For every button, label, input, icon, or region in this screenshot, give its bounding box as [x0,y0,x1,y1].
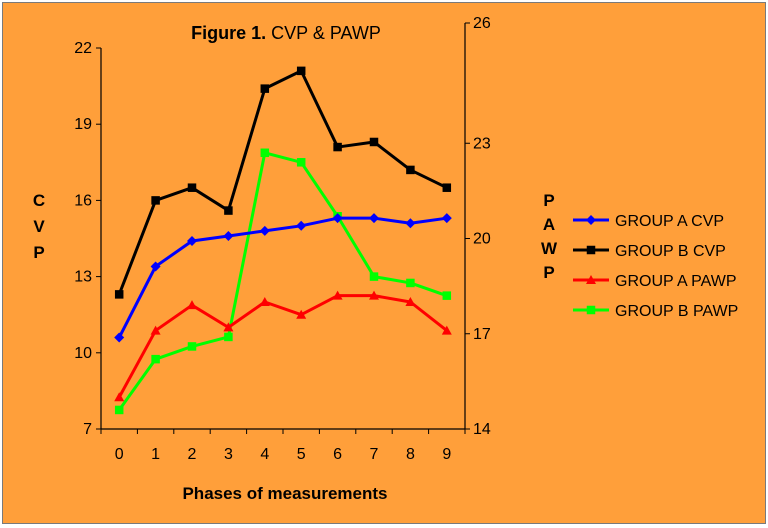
series-group-a-pawp [114,290,452,402]
legend-entry-group-b-pawp: GROUP B PAWP [573,303,738,320]
data-point-group-a-cvp [187,236,197,247]
data-point-group-a-cvp [332,213,343,224]
right-tick-label: 17 [473,326,491,343]
legend-label: GROUP A CVP [615,213,724,230]
data-point-group-a-pawp [187,300,197,310]
legend-swatch-marker [586,275,596,284]
series-line-group-b-pawp [117,151,448,411]
left-tick-label: 7 [83,421,92,438]
data-point-group-a-cvp [259,225,270,236]
data-point-group-b-pawp [114,405,124,415]
x-tick-label: 2 [188,446,197,463]
left-tick-label: 22 [74,40,92,57]
right-axis-title-letter: P [543,263,554,282]
data-point-group-a-pawp [223,322,234,332]
data-point-group-b-cvp [224,206,233,215]
right-tick-label: 20 [473,231,491,248]
series-group-a-cvp [114,213,452,343]
x-tick-label: 7 [370,446,379,463]
legend-entry-group-a-pawp: GROUP A PAWP [573,273,737,290]
x-tick-label: 5 [297,446,306,463]
data-point-group-b-cvp [187,183,197,192]
chart-title: Figure 1. CVP & PAWP [191,23,381,43]
data-point-group-b-pawp [406,278,415,288]
data-point-group-b-pawp [260,148,270,158]
series-line-group-a-cvp [117,216,448,339]
line-chart: Figure 1. CVP & PAWP Phases of measureme… [33,15,738,503]
data-point-group-a-pawp [259,297,270,306]
data-point-group-a-cvp [369,213,379,224]
data-point-group-a-cvp [223,230,234,241]
data-point-group-b-pawp [369,272,379,281]
data-point-group-b-pawp [224,332,233,342]
x-tick-label: 8 [406,446,415,463]
series-line-group-a-pawp [117,294,448,398]
data-point-group-a-pawp [150,325,161,335]
right-axis-title-letter: W [541,239,558,258]
series-line-group-b-cvp [117,69,448,295]
x-tick-label: 4 [260,446,269,463]
data-point-group-a-pawp [114,392,125,402]
series-group-b-pawp [114,148,452,415]
x-tick-label: 6 [333,446,342,463]
left-tick-label: 13 [74,269,92,286]
data-point-group-a-pawp [332,290,343,300]
data-point-group-b-cvp [369,137,379,147]
data-point-group-a-pawp [369,290,379,300]
data-point-group-b-pawp [442,291,452,300]
chart-title-rest: CVP & PAWP [266,23,381,43]
data-point-group-b-cvp [296,66,306,76]
data-point-group-a-pawp [296,309,307,319]
legend-label: GROUP B PAWP [615,303,738,320]
legend-swatch-marker [586,245,596,255]
x-axis-label: Phases of measurements [182,484,387,503]
left-axis-title-letter: C [33,191,45,210]
legend-label: GROUP B CVP [615,243,726,260]
x-tick-label: 0 [115,446,124,463]
data-point-group-a-cvp [296,220,307,231]
right-axis-title-letter: P [543,191,554,210]
left-axis-title: CVP [33,191,45,262]
data-point-group-b-pawp [187,342,197,351]
x-tick-label: 3 [224,446,233,463]
legend-label: GROUP A PAWP [615,273,737,290]
data-point-group-b-pawp [151,354,160,364]
data-point-group-b-pawp [296,158,306,167]
legend-entry-group-b-cvp: GROUP B CVP [573,243,726,260]
data-point-group-b-cvp [114,290,124,299]
data-point-group-a-pawp [405,297,416,306]
data-point-group-b-cvp [406,165,415,175]
data-point-group-a-cvp [114,332,125,343]
right-axis-title-letter: A [543,215,555,234]
x-tick-label: 1 [151,446,160,463]
data-point-group-a-cvp [441,213,452,224]
data-point-group-b-cvp [151,196,160,205]
right-tick-label: 26 [473,15,491,32]
data-point-group-a-pawp [441,325,452,335]
legend-entry-group-a-cvp: GROUP A CVP [573,213,724,230]
legend-swatch-marker [586,305,596,315]
data-point-group-b-cvp [442,183,452,192]
left-tick-label: 16 [74,192,92,209]
data-point-group-b-cvp [333,142,342,152]
right-tick-label: 14 [473,421,491,438]
x-tick-label: 9 [442,446,451,463]
data-point-group-b-cvp [260,84,270,93]
right-axis-title: PAWP [541,191,558,282]
series-group-b-cvp [114,66,452,299]
left-tick-label: 19 [74,116,92,133]
left-axis-title-letter: V [33,217,45,236]
data-point-group-a-cvp [405,218,416,229]
right-tick-label: 23 [473,135,491,152]
data-point-group-a-cvp [150,261,161,272]
legend-swatch-marker [586,215,596,225]
left-axis-title-letter: P [33,243,44,262]
chart-title-bold: Figure 1. [191,23,266,43]
left-tick-label: 10 [74,345,92,362]
